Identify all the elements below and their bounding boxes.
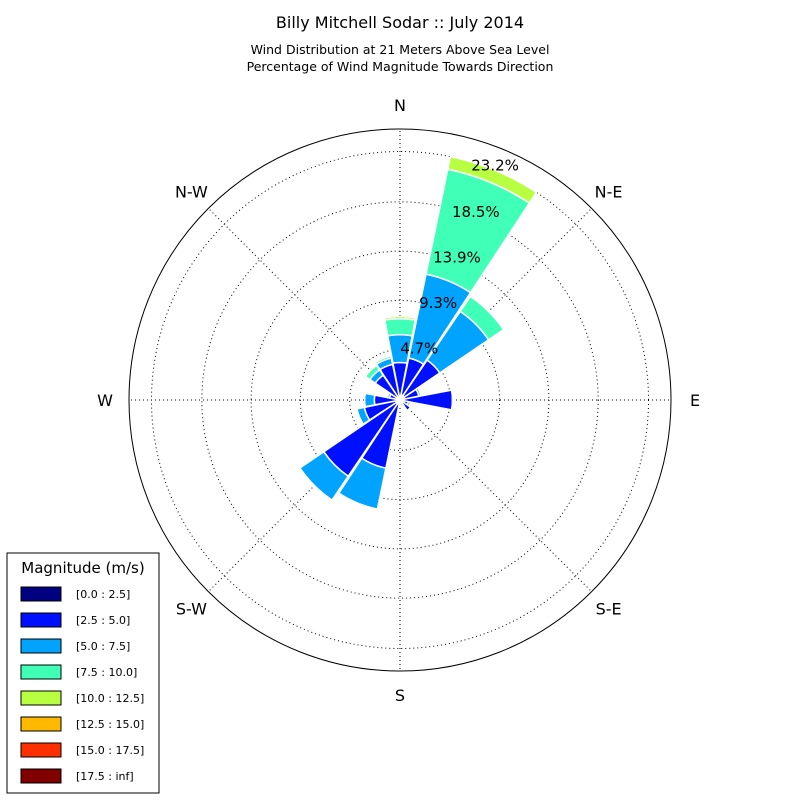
- ring-labels: 4.7% 9.3% 13.9% 18.5% 23.2%: [400, 156, 519, 357]
- bar-segment-7-2: [400, 404, 406, 409]
- bar-segment-12-2: [363, 392, 376, 408]
- direction-labels: N N-E E S-E S S-W W N-W: [97, 96, 700, 705]
- legend-items: [0.0 : 2.5] [2.5 : 5.0] [5.0 : 7.5] [7.5 : …: [20, 586, 144, 784]
- legend: Magnitude (m/s) [0.0 : 2.5] [2.5 : 5.0] [5…: [6, 552, 160, 794]
- grid-spoke-3: [399, 399, 592, 592]
- direction-label-1: N-E: [595, 182, 623, 201]
- bar-segment-9-2: [337, 457, 387, 510]
- legend-swatch-0: [20, 586, 62, 602]
- bar-segment-15-3: [374, 355, 393, 366]
- legend-label-7: [17.5 : inf]: [76, 770, 134, 783]
- legend-label-2: [5.0 : 7.5]: [76, 640, 130, 653]
- bar-segment-0-4: [383, 315, 417, 321]
- ring-label-0: 4.7%: [400, 339, 438, 357]
- ring-label-4: 23.2%: [471, 156, 519, 174]
- legend-label-4: [10.0 : 12.5]: [76, 692, 144, 705]
- legend-swatch-2: [20, 638, 62, 654]
- direction-label-4: S: [395, 686, 405, 705]
- wind-bars: [297, 155, 538, 510]
- legend-title: Magnitude (m/s): [21, 559, 144, 577]
- direction-label-6: W: [97, 391, 113, 410]
- legend-label-1: [2.5 : 5.0]: [76, 614, 130, 627]
- grid-ring-1: [299, 299, 501, 501]
- legend-swatch-6: [20, 742, 62, 758]
- bar-segment-10-3: [297, 466, 334, 503]
- direction-label-0: N: [394, 96, 406, 115]
- outer-circle: [128, 128, 672, 672]
- chart-subtitle-line-2: Percentage of Wind Magnitude Towards Dir…: [247, 59, 554, 74]
- bar-segment-2-4: [469, 294, 506, 331]
- legend-swatch-7: [20, 768, 62, 784]
- bar-segment-11-2: [356, 406, 371, 426]
- legend-label-5: [12.5 : 15.0]: [76, 718, 144, 731]
- legend-label-0: [0.0 : 2.5]: [76, 588, 130, 601]
- chart-title: Billy Mitchell Sodar :: July 2014: [276, 13, 524, 32]
- chart-subtitle-line-1: Wind Distribution at 21 Meters Above Sea…: [251, 42, 550, 57]
- legend-swatch-1: [20, 612, 62, 628]
- direction-label-3: S-E: [596, 600, 622, 619]
- legend-label-3: [7.5 : 10.0]: [76, 666, 137, 679]
- direction-label-5: S-W: [176, 600, 207, 619]
- legend-label-6: [15.0 : 17.5]: [76, 744, 144, 757]
- polar-grid: [128, 128, 672, 672]
- direction-label-7: N-W: [175, 182, 208, 201]
- bar-segment-0-3: [383, 317, 417, 337]
- ring-label-3: 18.5%: [452, 203, 500, 221]
- legend-swatch-3: [20, 664, 62, 680]
- direction-label-2: E: [690, 391, 700, 410]
- legend-swatch-5: [20, 716, 62, 732]
- bar-segment-4-2: [450, 389, 455, 411]
- ring-label-2: 13.9%: [433, 248, 481, 266]
- grid-ring-3: [201, 201, 599, 599]
- ring-label-1: 9.3%: [419, 294, 457, 312]
- bar-segment-6-2: [406, 406, 413, 413]
- legend-swatch-4: [20, 690, 62, 706]
- bar-segment-1-4: [446, 155, 538, 205]
